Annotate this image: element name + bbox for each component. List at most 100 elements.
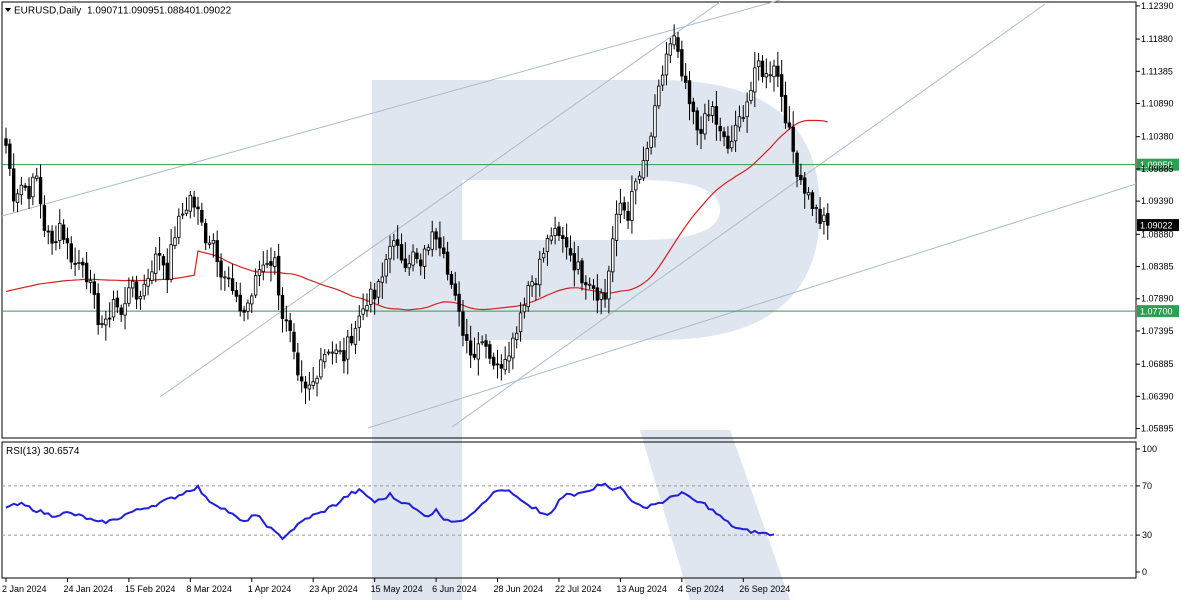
time-tick-label: 2 Jan 2024	[2, 584, 47, 594]
candle-body	[591, 285, 596, 290]
candle	[334, 343, 338, 363]
candle	[372, 283, 377, 315]
candle	[369, 281, 373, 313]
candle	[399, 233, 404, 264]
candle	[211, 233, 216, 258]
candle-body	[657, 85, 661, 107]
candle	[280, 287, 285, 333]
candle	[419, 253, 423, 276]
candle-body	[676, 37, 680, 52]
candle-body	[634, 180, 638, 191]
candle	[357, 305, 361, 341]
candle	[488, 340, 492, 364]
candle-body	[146, 278, 150, 287]
candle-body	[253, 275, 258, 296]
candle	[768, 61, 772, 83]
current-price-tag: 1.09022	[1137, 219, 1179, 232]
candle	[518, 302, 523, 342]
candle-body	[81, 261, 85, 266]
candle-body	[65, 238, 70, 244]
candle-body	[557, 226, 561, 236]
candle	[626, 201, 630, 229]
candle	[38, 164, 43, 219]
candle	[338, 341, 342, 355]
candle-body	[31, 176, 35, 198]
candle	[292, 323, 296, 360]
candle-body	[714, 106, 719, 125]
candle	[146, 268, 150, 296]
candle-body	[530, 281, 534, 287]
candle	[35, 167, 39, 182]
channel-lines	[1, 0, 1137, 429]
candle-body	[92, 281, 97, 295]
candle-body	[104, 318, 108, 326]
candle	[618, 188, 623, 224]
candle	[434, 228, 438, 251]
candle-body	[442, 247, 446, 255]
time-tick-label: 6 Jun 2024	[432, 584, 477, 594]
candle	[115, 290, 120, 314]
candle	[637, 170, 642, 184]
candle	[342, 337, 346, 374]
candle-body	[511, 337, 515, 359]
candle-body	[223, 276, 227, 279]
candle-body	[745, 101, 749, 118]
candle-body	[695, 110, 699, 131]
candle-body	[791, 126, 795, 152]
ohlc-low: 1.08840	[159, 6, 196, 17]
candle	[611, 226, 615, 283]
candle-body	[388, 245, 392, 260]
current-price-label: 1.09022	[1140, 221, 1173, 231]
candle-body	[476, 343, 481, 360]
candle	[530, 275, 534, 297]
candle-body	[672, 35, 676, 46]
candle	[438, 221, 442, 257]
candle	[192, 190, 196, 217]
candle-body	[584, 282, 588, 286]
candle	[407, 254, 411, 276]
rsi-tick-label: 0	[1142, 567, 1147, 577]
dropdown-triangle-icon[interactable]	[5, 8, 11, 12]
candle-body	[630, 191, 634, 221]
candle-body	[776, 65, 780, 77]
level-tag	[1137, 158, 1179, 171]
candle	[749, 81, 753, 105]
candle	[299, 360, 304, 393]
candle	[795, 150, 799, 188]
time-tick-label: 15 May 2024	[371, 584, 423, 594]
candle-body	[154, 253, 158, 274]
candle	[695, 107, 699, 146]
candle	[311, 367, 315, 390]
candle-body	[161, 256, 166, 266]
candle-body	[434, 231, 438, 240]
candle-body	[276, 255, 281, 296]
candle	[810, 189, 815, 217]
candle-body	[653, 105, 657, 138]
level-tag	[1137, 305, 1179, 318]
candle	[161, 253, 166, 280]
candle-body	[211, 240, 216, 244]
ohlc-close: 1.09022	[195, 6, 232, 17]
candle-body	[660, 74, 665, 86]
candle-body	[69, 243, 73, 263]
candle	[365, 293, 369, 318]
candle-body	[250, 295, 254, 305]
candle	[476, 332, 481, 376]
candle-body	[246, 302, 250, 312]
candle	[730, 125, 734, 152]
candle	[772, 59, 776, 92]
candle-body	[58, 222, 62, 242]
candle	[511, 332, 515, 370]
candle-body	[399, 244, 404, 261]
candle-body	[480, 341, 484, 344]
candle	[100, 315, 104, 328]
candle	[622, 196, 626, 220]
ohlc-high: 1.09095	[123, 6, 160, 17]
candle	[657, 79, 661, 110]
candle	[672, 24, 676, 50]
candle-body	[372, 289, 377, 300]
rsi-tick-label: 100	[1142, 444, 1157, 454]
candle	[250, 293, 254, 313]
candle	[526, 281, 530, 312]
